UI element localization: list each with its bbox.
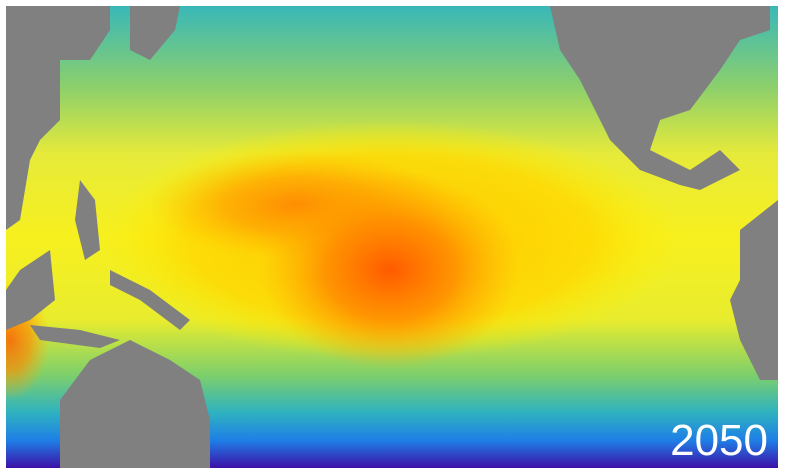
year-label: 2050 xyxy=(670,416,768,465)
land xyxy=(6,6,778,468)
heatmap xyxy=(6,6,778,468)
